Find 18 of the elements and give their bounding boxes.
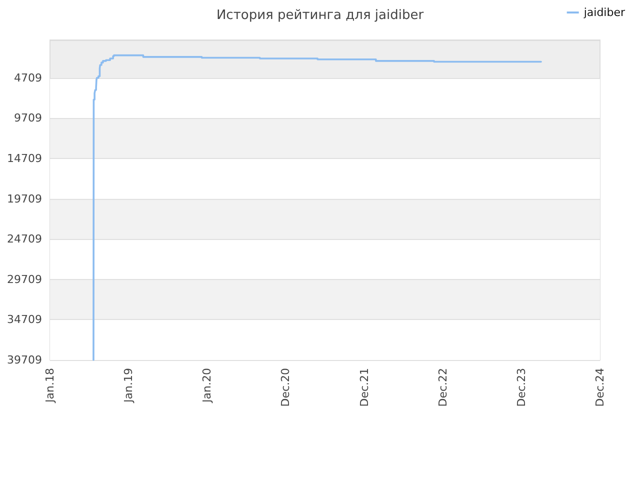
x-tick-label: Jan.19 [122,368,136,404]
y-tick-label: 24709 [7,232,42,246]
y-tick-label: 9709 [14,112,42,125]
x-tick-label: Dec.22 [436,368,450,407]
x-tick-label: Dec.20 [279,368,292,407]
y-tick-label: 29709 [7,272,42,286]
x-tick-label: Dec.24 [594,368,606,407]
y-tick-label: 39709 [7,354,42,366]
x-tick-label: Jan.18 [44,368,56,404]
legend-label: jaidiber [582,6,626,19]
chart-title: История рейтинга для jaidiber [216,8,424,23]
y-tick-label: 34709 [7,313,42,326]
y-tick-label: 19709 [7,192,42,206]
x-tick-label: Dec.21 [358,368,371,407]
x-tick-label: Jan.20 [200,368,214,404]
y-tick-label: 4709 [14,71,42,84]
y-tick-label: 14709 [7,152,42,166]
x-tick-label: Dec.23 [514,368,528,407]
